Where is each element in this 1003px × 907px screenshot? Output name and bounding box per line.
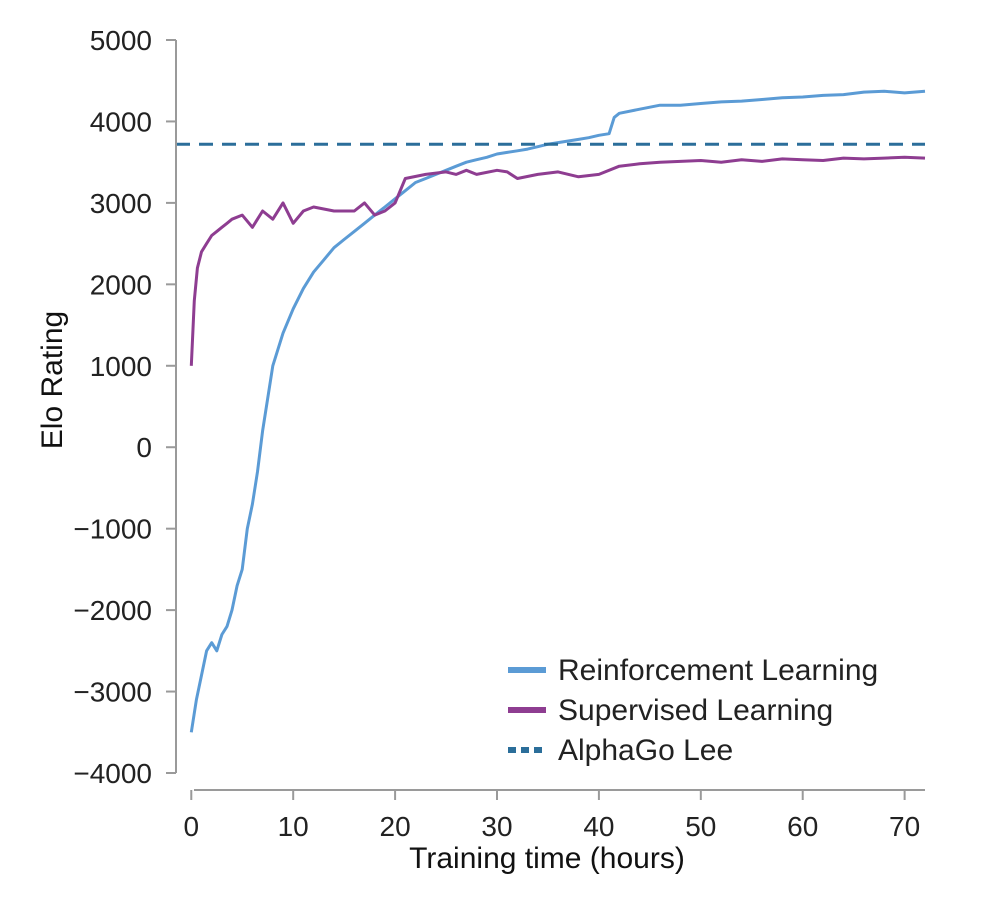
y-tick-label: −2000 xyxy=(73,595,152,626)
y-tick-label: 1000 xyxy=(90,351,152,382)
y-tick-label: −4000 xyxy=(73,758,152,789)
series-line-reinforcement-learning xyxy=(189,89,926,733)
x-axis-title: Training time (hours) xyxy=(409,842,685,875)
x-tick-label: 30 xyxy=(481,811,512,842)
legend-label: Reinforcement Learning xyxy=(558,654,878,687)
y-tick-label: 2000 xyxy=(90,269,152,300)
y-tick-label: 4000 xyxy=(90,106,152,137)
legend-label: Supervised Learning xyxy=(558,694,833,727)
y-tick-label: 5000 xyxy=(90,25,152,56)
x-tick-label: 60 xyxy=(787,811,818,842)
x-tick-label: 70 xyxy=(889,811,920,842)
y-tick-label: −1000 xyxy=(73,514,152,545)
series-line-supervised-learning xyxy=(189,155,926,366)
y-tick-label: 0 xyxy=(136,432,152,463)
x-axis-ticks: 0 10 20 30 40 50 60 70 xyxy=(183,790,920,842)
y-axis-title: Elo Rating xyxy=(36,311,69,449)
x-tick-label: 0 xyxy=(183,811,199,842)
y-tick-label: 3000 xyxy=(90,188,152,219)
x-tick-label: 20 xyxy=(380,811,411,842)
legend-label: AlphaGo Lee xyxy=(558,734,733,767)
legend: Reinforcement Learning Supervised Learnin… xyxy=(508,654,878,767)
x-tick-label: 50 xyxy=(685,811,716,842)
plot-area xyxy=(176,89,926,733)
x-tick-label: 40 xyxy=(583,811,614,842)
y-axis-ticks: −4000 −3000 −2000 −1000 0 1000 2000 3000 4000 500… xyxy=(73,25,176,789)
y-tick-label: −3000 xyxy=(73,677,152,708)
x-tick-label: 10 xyxy=(278,811,309,842)
